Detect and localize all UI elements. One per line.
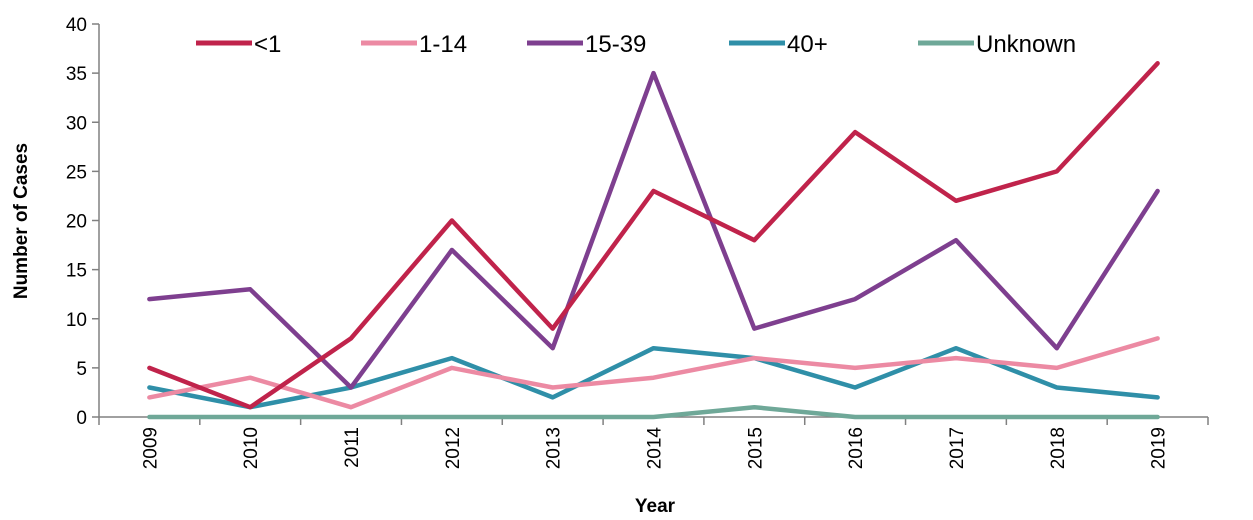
y-tick-label: 20 [66,212,87,233]
y-tick-label: 0 [76,408,87,429]
y-axis-ticks: 0 5 10 15 20 25 30 35 40 [66,15,99,429]
x-tick-label: 2011 [342,427,363,468]
x-axis-ticks: 2009 2010 2011 2012 2013 2014 2015 2016 2017 2018… [98,417,1209,470]
series-line-15-39 [147,70,1160,390]
x-tick-label: 2012 [443,427,464,469]
y-tick-label: 40 [66,15,87,36]
y-axis-title: Number of Cases [11,143,32,299]
y-tick-label: 5 [76,359,87,380]
legend: <1 1-14 15-39 40+ Unknown [196,31,1076,58]
x-tick-label: 2014 [645,427,666,470]
legend-label: Unknown [976,31,1076,58]
x-tick-label: 2013 [544,427,565,469]
legend-label: 1-14 [419,31,467,58]
legend-label: 15-39 [585,31,646,58]
x-tick-label: 2019 [1149,427,1170,469]
y-tick-label: 35 [66,64,87,85]
y-tick-label: 10 [66,310,87,331]
series-line-1 [147,61,1160,410]
axes [98,24,1208,418]
y-tick-label: 25 [66,162,87,183]
legend-label: <1 [254,31,281,58]
x-tick-label: 2016 [846,427,867,469]
x-tick-label: 2018 [1048,427,1069,469]
x-tick-label: 2010 [241,427,262,469]
y-tick-label: 30 [66,113,87,134]
x-tick-label: 2009 [140,427,161,469]
x-axis-title: Year [635,496,676,517]
series-line-Unknown [147,404,1160,420]
y-tick-label: 15 [66,261,87,282]
series-lines [147,61,1160,420]
x-tick-label: 2017 [947,427,968,469]
series-line-1-14 [147,336,1160,410]
legend-label: 40+ [787,31,828,58]
x-tick-label: 2015 [745,427,766,469]
